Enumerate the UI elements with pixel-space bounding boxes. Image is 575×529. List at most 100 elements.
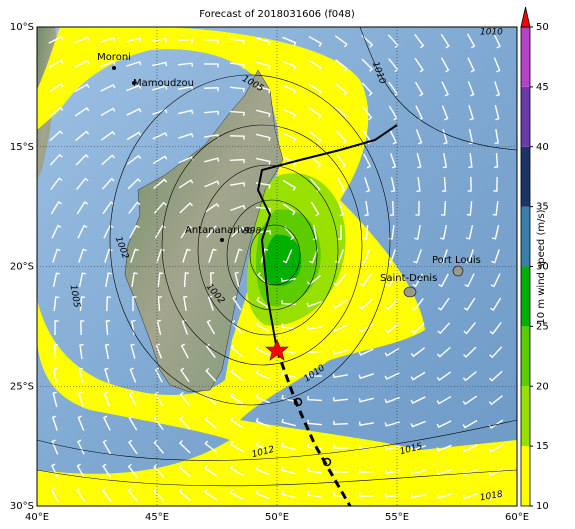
- lat-label: 20°S: [10, 262, 34, 273]
- wind-barb: [231, 226, 246, 238]
- wind-barb: [306, 300, 322, 308]
- wind-barb: [410, 347, 426, 358]
- mauritius: [452, 265, 464, 277]
- wind-barb: [152, 155, 168, 165]
- wind-barb: [384, 347, 400, 357]
- map-frame: [36, 26, 518, 507]
- wind-barb: [307, 372, 323, 377]
- wind-barb: [334, 35, 348, 48]
- wind-barb: [52, 391, 58, 407]
- wind-barb: [441, 200, 447, 216]
- isobars: [37, 27, 517, 487]
- map-title: Forecast of 2018031606 (f048): [199, 9, 355, 20]
- wind-barb: [411, 322, 425, 334]
- wind-barb: [333, 420, 349, 426]
- wind-barb: [462, 468, 478, 476]
- wind-barb: [491, 225, 500, 240]
- wind-barb: [101, 177, 115, 190]
- colorbar-tick-label: 50: [536, 22, 549, 33]
- wind-barb: [283, 226, 295, 241]
- wind-barb: [177, 38, 193, 44]
- wind-barb: [494, 81, 501, 97]
- wind-barb: [462, 395, 478, 405]
- wind-barb: [152, 108, 168, 116]
- wind-barb: [255, 393, 270, 404]
- wind-barb: [440, 57, 450, 73]
- wind-barb: [493, 152, 499, 168]
- wind-barb: [442, 129, 448, 145]
- wind-barb: [100, 60, 116, 68]
- wind-barb: [332, 349, 348, 355]
- wind-barb: [463, 322, 476, 335]
- wind-barb: [179, 391, 190, 406]
- place-label: Port Louis: [432, 255, 481, 266]
- wind-barb: [361, 58, 373, 72]
- wind-barb: [256, 37, 271, 46]
- colorbar-band: [521, 266, 530, 327]
- wind-barb: [337, 224, 342, 240]
- wind-barb: [333, 468, 349, 473]
- wind-barb: [438, 273, 449, 288]
- wind-barb: [359, 273, 372, 287]
- wind-barb: [361, 82, 373, 97]
- wind-barb: [204, 416, 217, 430]
- wind-barb: [157, 296, 163, 312]
- wind-barb: [363, 153, 372, 169]
- wind-barb: [281, 323, 297, 330]
- wind-barb: [151, 38, 168, 43]
- wind-barb: [385, 298, 399, 311]
- wind-barb: [389, 129, 398, 145]
- wind-barb: [282, 156, 297, 167]
- wind-barb: [488, 443, 504, 453]
- wind-barb: [128, 391, 137, 407]
- wind-barb: [281, 394, 296, 403]
- wind-barb: [180, 343, 189, 359]
- wind-barb: [78, 367, 84, 383]
- colorbar-extend: [520, 6, 531, 28]
- wind-barb: [178, 132, 194, 139]
- wind-barb: [281, 466, 296, 475]
- wind-barb: [358, 373, 374, 380]
- wind-barb: [152, 61, 168, 67]
- storm-track: [256, 124, 398, 351]
- wind-barb: [384, 493, 401, 498]
- wind-barb: [415, 105, 423, 121]
- wind-barb: [101, 154, 116, 166]
- wind-barb: [103, 224, 114, 239]
- wind-25-30: [264, 234, 302, 286]
- wind-barb: [310, 201, 320, 217]
- wind-barb: [130, 248, 139, 263]
- wind-barb: [414, 224, 421, 240]
- wind-barb: [464, 273, 475, 288]
- wind-barb: [415, 200, 420, 216]
- wind-barb: [414, 34, 425, 49]
- wind-barb: [494, 105, 500, 121]
- wind-barb: [255, 369, 270, 380]
- wind-barb: [256, 61, 271, 70]
- wind-barb: [308, 35, 323, 47]
- wind-barb: [410, 420, 426, 428]
- wind-barb: [282, 249, 293, 264]
- wind-barb: [51, 224, 62, 239]
- wind-barb: [308, 107, 322, 120]
- wind-barb: [51, 463, 59, 479]
- wind-barb: [467, 33, 476, 49]
- wind-barb: [52, 367, 58, 384]
- wind-barb: [436, 469, 452, 476]
- wind-barb: [416, 176, 421, 193]
- wind-barb: [208, 248, 217, 263]
- wind-barb: [127, 463, 138, 478]
- wind-barb: [206, 225, 219, 238]
- wind-barb: [102, 463, 112, 479]
- wind-barb: [255, 206, 271, 213]
- wind-barb: [49, 106, 64, 117]
- wind-barb: [102, 415, 111, 431]
- wind-barb: [337, 177, 346, 193]
- wind-barb: [230, 416, 244, 429]
- lat-label: 10°S: [10, 22, 34, 33]
- wind-barb: [255, 345, 270, 356]
- wind-barb: [100, 36, 116, 43]
- wind-barb: [229, 158, 245, 164]
- wind-barb: [308, 83, 322, 96]
- wind-barb: [204, 203, 220, 213]
